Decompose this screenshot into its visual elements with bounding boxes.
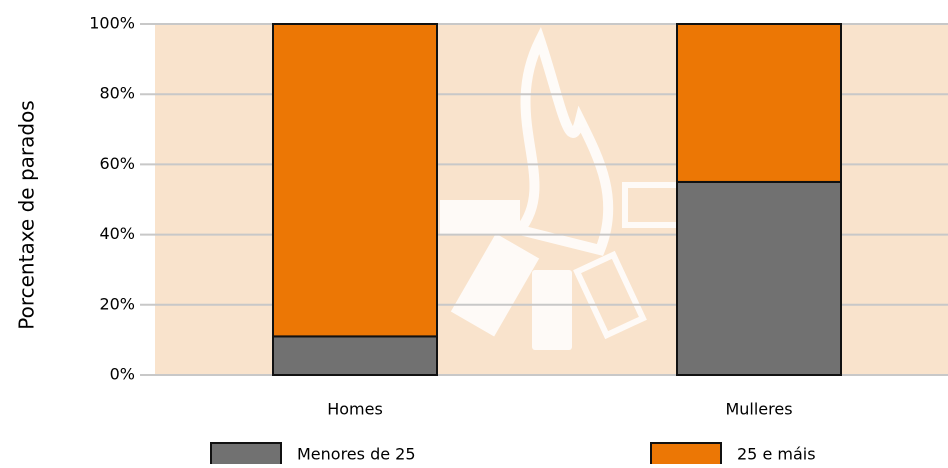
y-tick-label: 60% [99,154,135,173]
y-tick-label: 20% [99,294,135,313]
legend-swatch [651,443,721,464]
chart: Porcentaxe de parados 0% 20% 40% 60% 80% 100%… [0,0,948,464]
y-tick-label: 40% [99,224,135,243]
y-axis-label: Porcentaxe de parados [15,100,39,329]
y-tick-label: 0% [110,365,135,384]
x-tick-label: Homes [327,400,383,419]
y-tick-label: 80% [99,84,135,103]
bar-segment [677,182,841,375]
bar-segment [273,336,437,375]
bar-segment [677,24,841,182]
y-tick-label: 100% [89,14,135,33]
bar-segment [273,24,437,336]
legend-label: Menores de 25 [297,445,416,464]
x-tick-label: Mulleres [725,400,792,419]
legend-swatch [211,443,281,464]
legend-label: 25 e máis [737,445,816,464]
